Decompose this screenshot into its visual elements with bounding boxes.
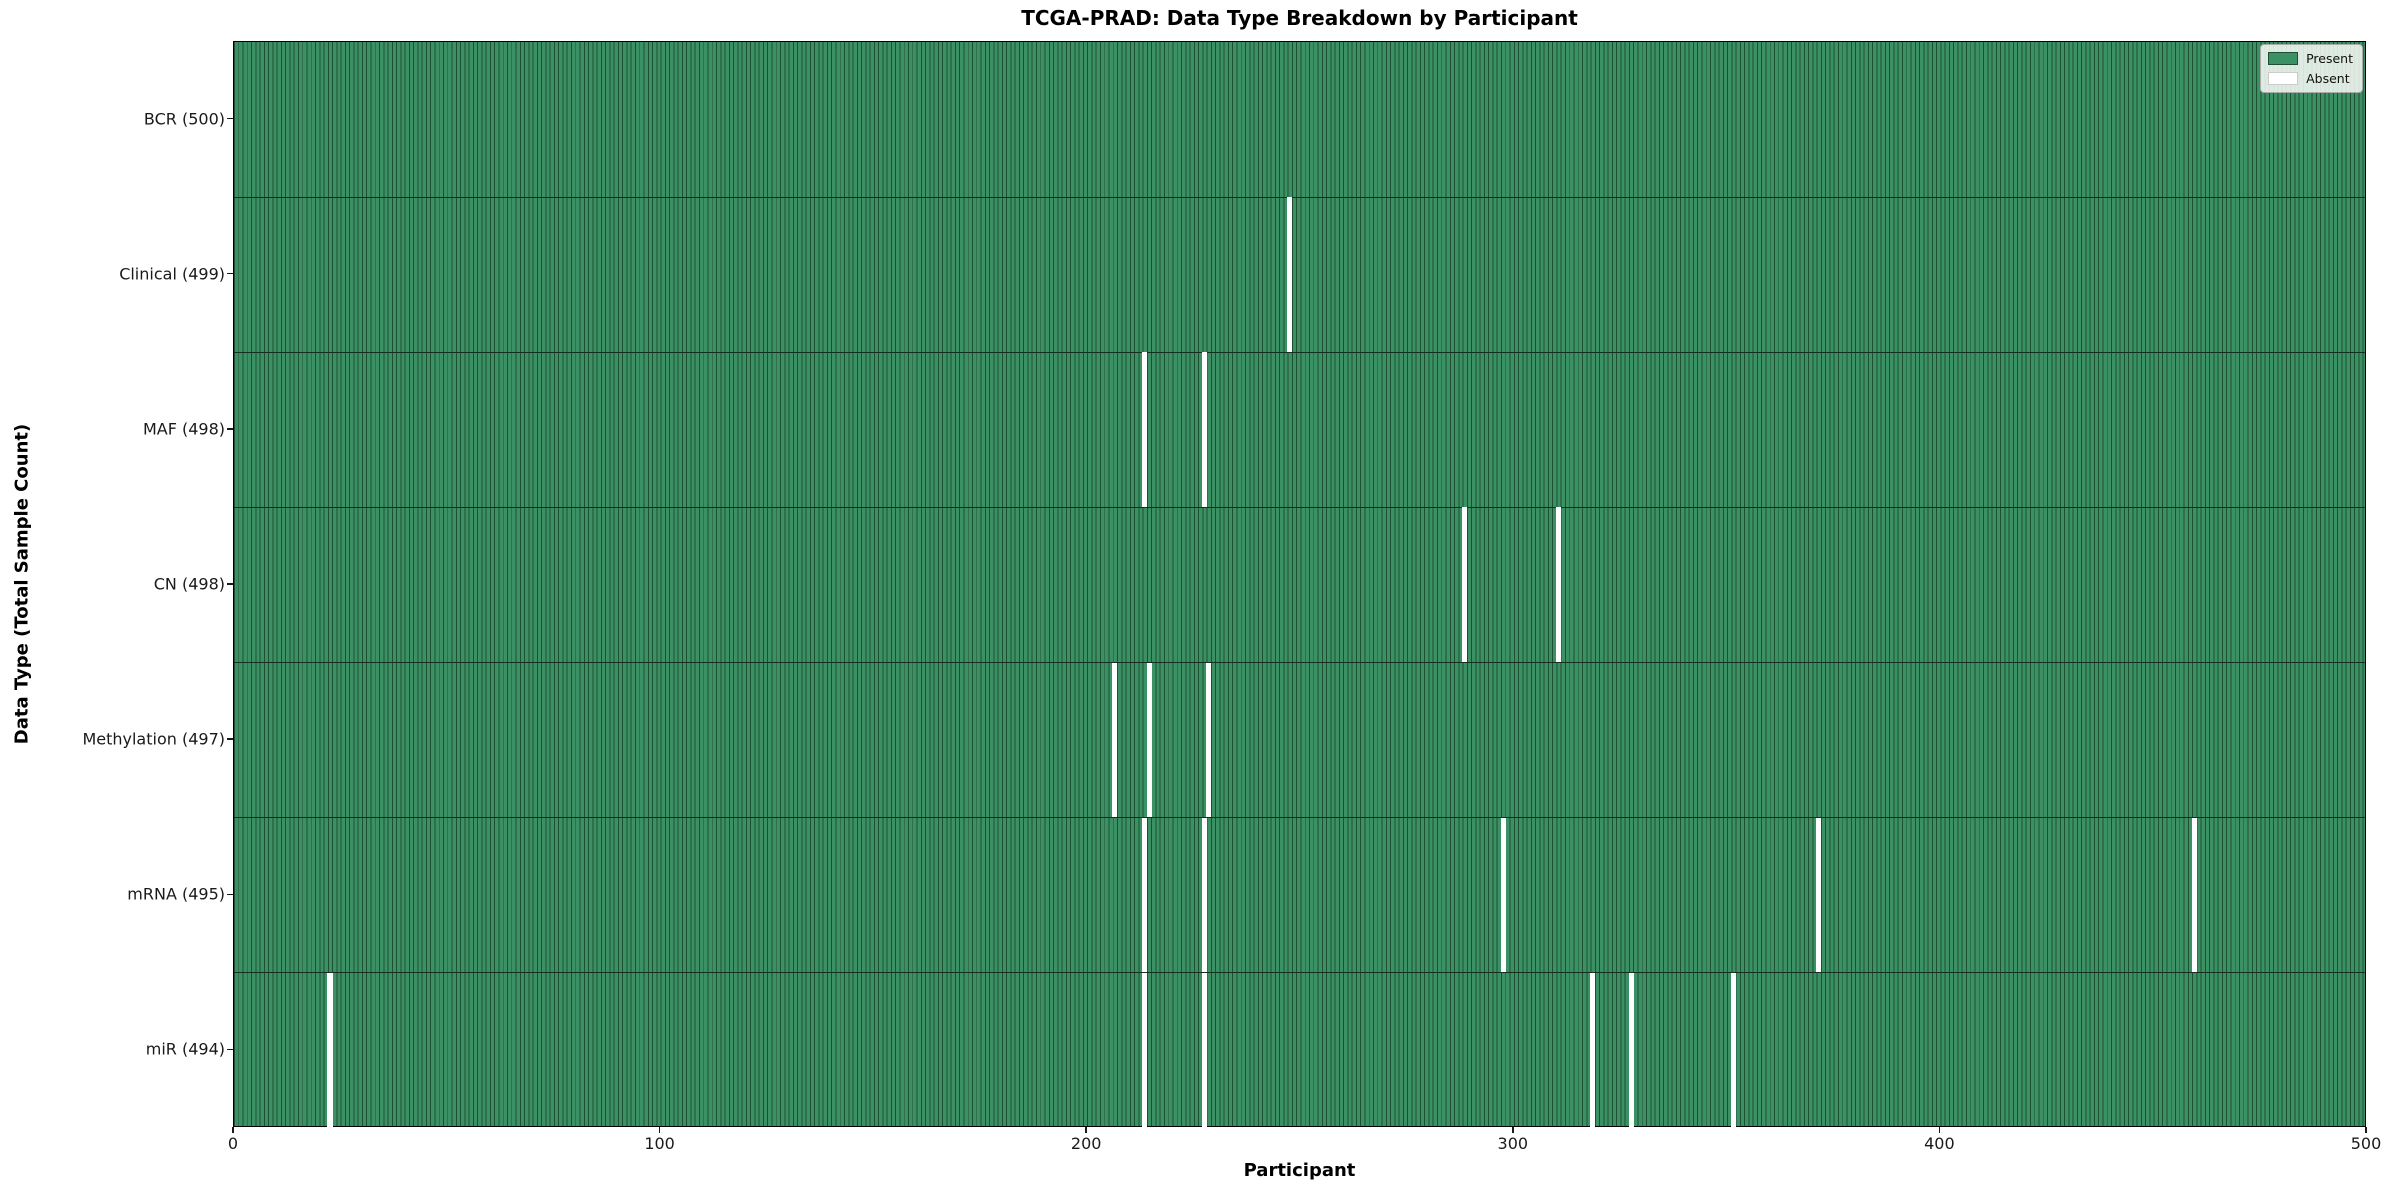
absent-gap-MAF-213 — [1142, 352, 1148, 508]
absent-gap-CN-288 — [1462, 507, 1468, 663]
x-tick-mark — [1512, 1127, 1514, 1133]
absent-gap-CN-310 — [1556, 507, 1562, 663]
absent-gap-Methylation-228 — [1206, 662, 1212, 818]
y-tick-mark — [227, 117, 233, 120]
x-tick-mark — [1938, 1127, 1941, 1133]
row-separator — [234, 196, 2365, 198]
absent-gap-miR-327 — [1628, 972, 1634, 1128]
absent-gap-Methylation-214 — [1146, 662, 1152, 818]
legend-entry-absent: Absent — [2268, 71, 2353, 86]
row-separator — [234, 817, 2365, 819]
x-tick-label-200: 200 — [1070, 1134, 1102, 1153]
x-tick-label-400: 400 — [1924, 1134, 1955, 1153]
absent-gap-mRNA-297 — [1500, 817, 1506, 973]
legend-present-label: Present — [2306, 51, 2353, 66]
legend-absent-swatch-icon — [2268, 72, 2299, 85]
y-tick-label-miR: miR (494) — [145, 1039, 225, 1059]
absent-gap-miR-351 — [1730, 972, 1737, 1128]
absent-gap-miR-22 — [327, 972, 333, 1128]
y-tick-label-Methylation: Methylation (497) — [82, 729, 225, 749]
plot-area: Present Absent — [233, 41, 2366, 1128]
legend: Present Absent — [2260, 44, 2363, 93]
y-tick-label-MAF: MAF (498) — [142, 419, 225, 439]
y-axis-label: Data Type (Total Sample Count) — [11, 423, 33, 745]
absent-gap-MAF-227 — [1201, 352, 1208, 508]
absent-gap-mRNA-459 — [2191, 817, 2197, 973]
y-tick-mark — [227, 1048, 233, 1051]
absent-gap-mRNA-213 — [1142, 817, 1148, 973]
x-axis-label: Participant — [1243, 1160, 1356, 1181]
x-tick-mark — [232, 1127, 234, 1133]
absent-gap-miR-213 — [1142, 972, 1148, 1128]
x-tick-mark — [658, 1127, 661, 1133]
y-tick-label-mRNA: mRNA (495) — [127, 884, 225, 904]
chart-title: TCGA-PRAD: Data Type Breakdown by Partic… — [1021, 6, 1578, 30]
legend-present-swatch-icon — [2268, 52, 2299, 65]
y-tick-mark — [227, 893, 233, 896]
absent-gap-Clinical-247 — [1287, 197, 1293, 353]
absent-gap-miR-227 — [1201, 972, 1208, 1128]
absent-gap-Methylation-206 — [1112, 662, 1118, 818]
row-separator — [234, 661, 2365, 664]
row-separator — [234, 351, 2365, 353]
x-tick-mark — [1085, 1127, 1087, 1133]
y-tick-label-Clinical: Clinical (499) — [119, 264, 225, 284]
absent-gap-mRNA-227 — [1201, 817, 1208, 973]
x-tick-label-500: 500 — [2350, 1134, 2382, 1153]
y-tick-mark — [227, 738, 233, 740]
y-tick-label-BCR: BCR (500) — [143, 109, 225, 129]
x-tick-label-0: 0 — [227, 1134, 239, 1153]
y-tick-mark — [227, 428, 233, 430]
y-tick-mark — [227, 583, 233, 585]
x-tick-label-300: 300 — [1497, 1134, 1529, 1153]
absent-gap-mRNA-371 — [1816, 817, 1822, 973]
absent-gap-miR-318 — [1590, 972, 1596, 1128]
x-tick-label-100: 100 — [644, 1134, 675, 1153]
row-separator — [234, 972, 2365, 974]
x-tick-mark — [2365, 1127, 2367, 1133]
row-separator — [234, 506, 2365, 509]
y-tick-mark — [227, 272, 233, 275]
y-tick-label-CN: CN (498) — [153, 574, 225, 594]
legend-absent-label: Absent — [2306, 71, 2350, 86]
legend-entry-present: Present — [2268, 51, 2353, 66]
